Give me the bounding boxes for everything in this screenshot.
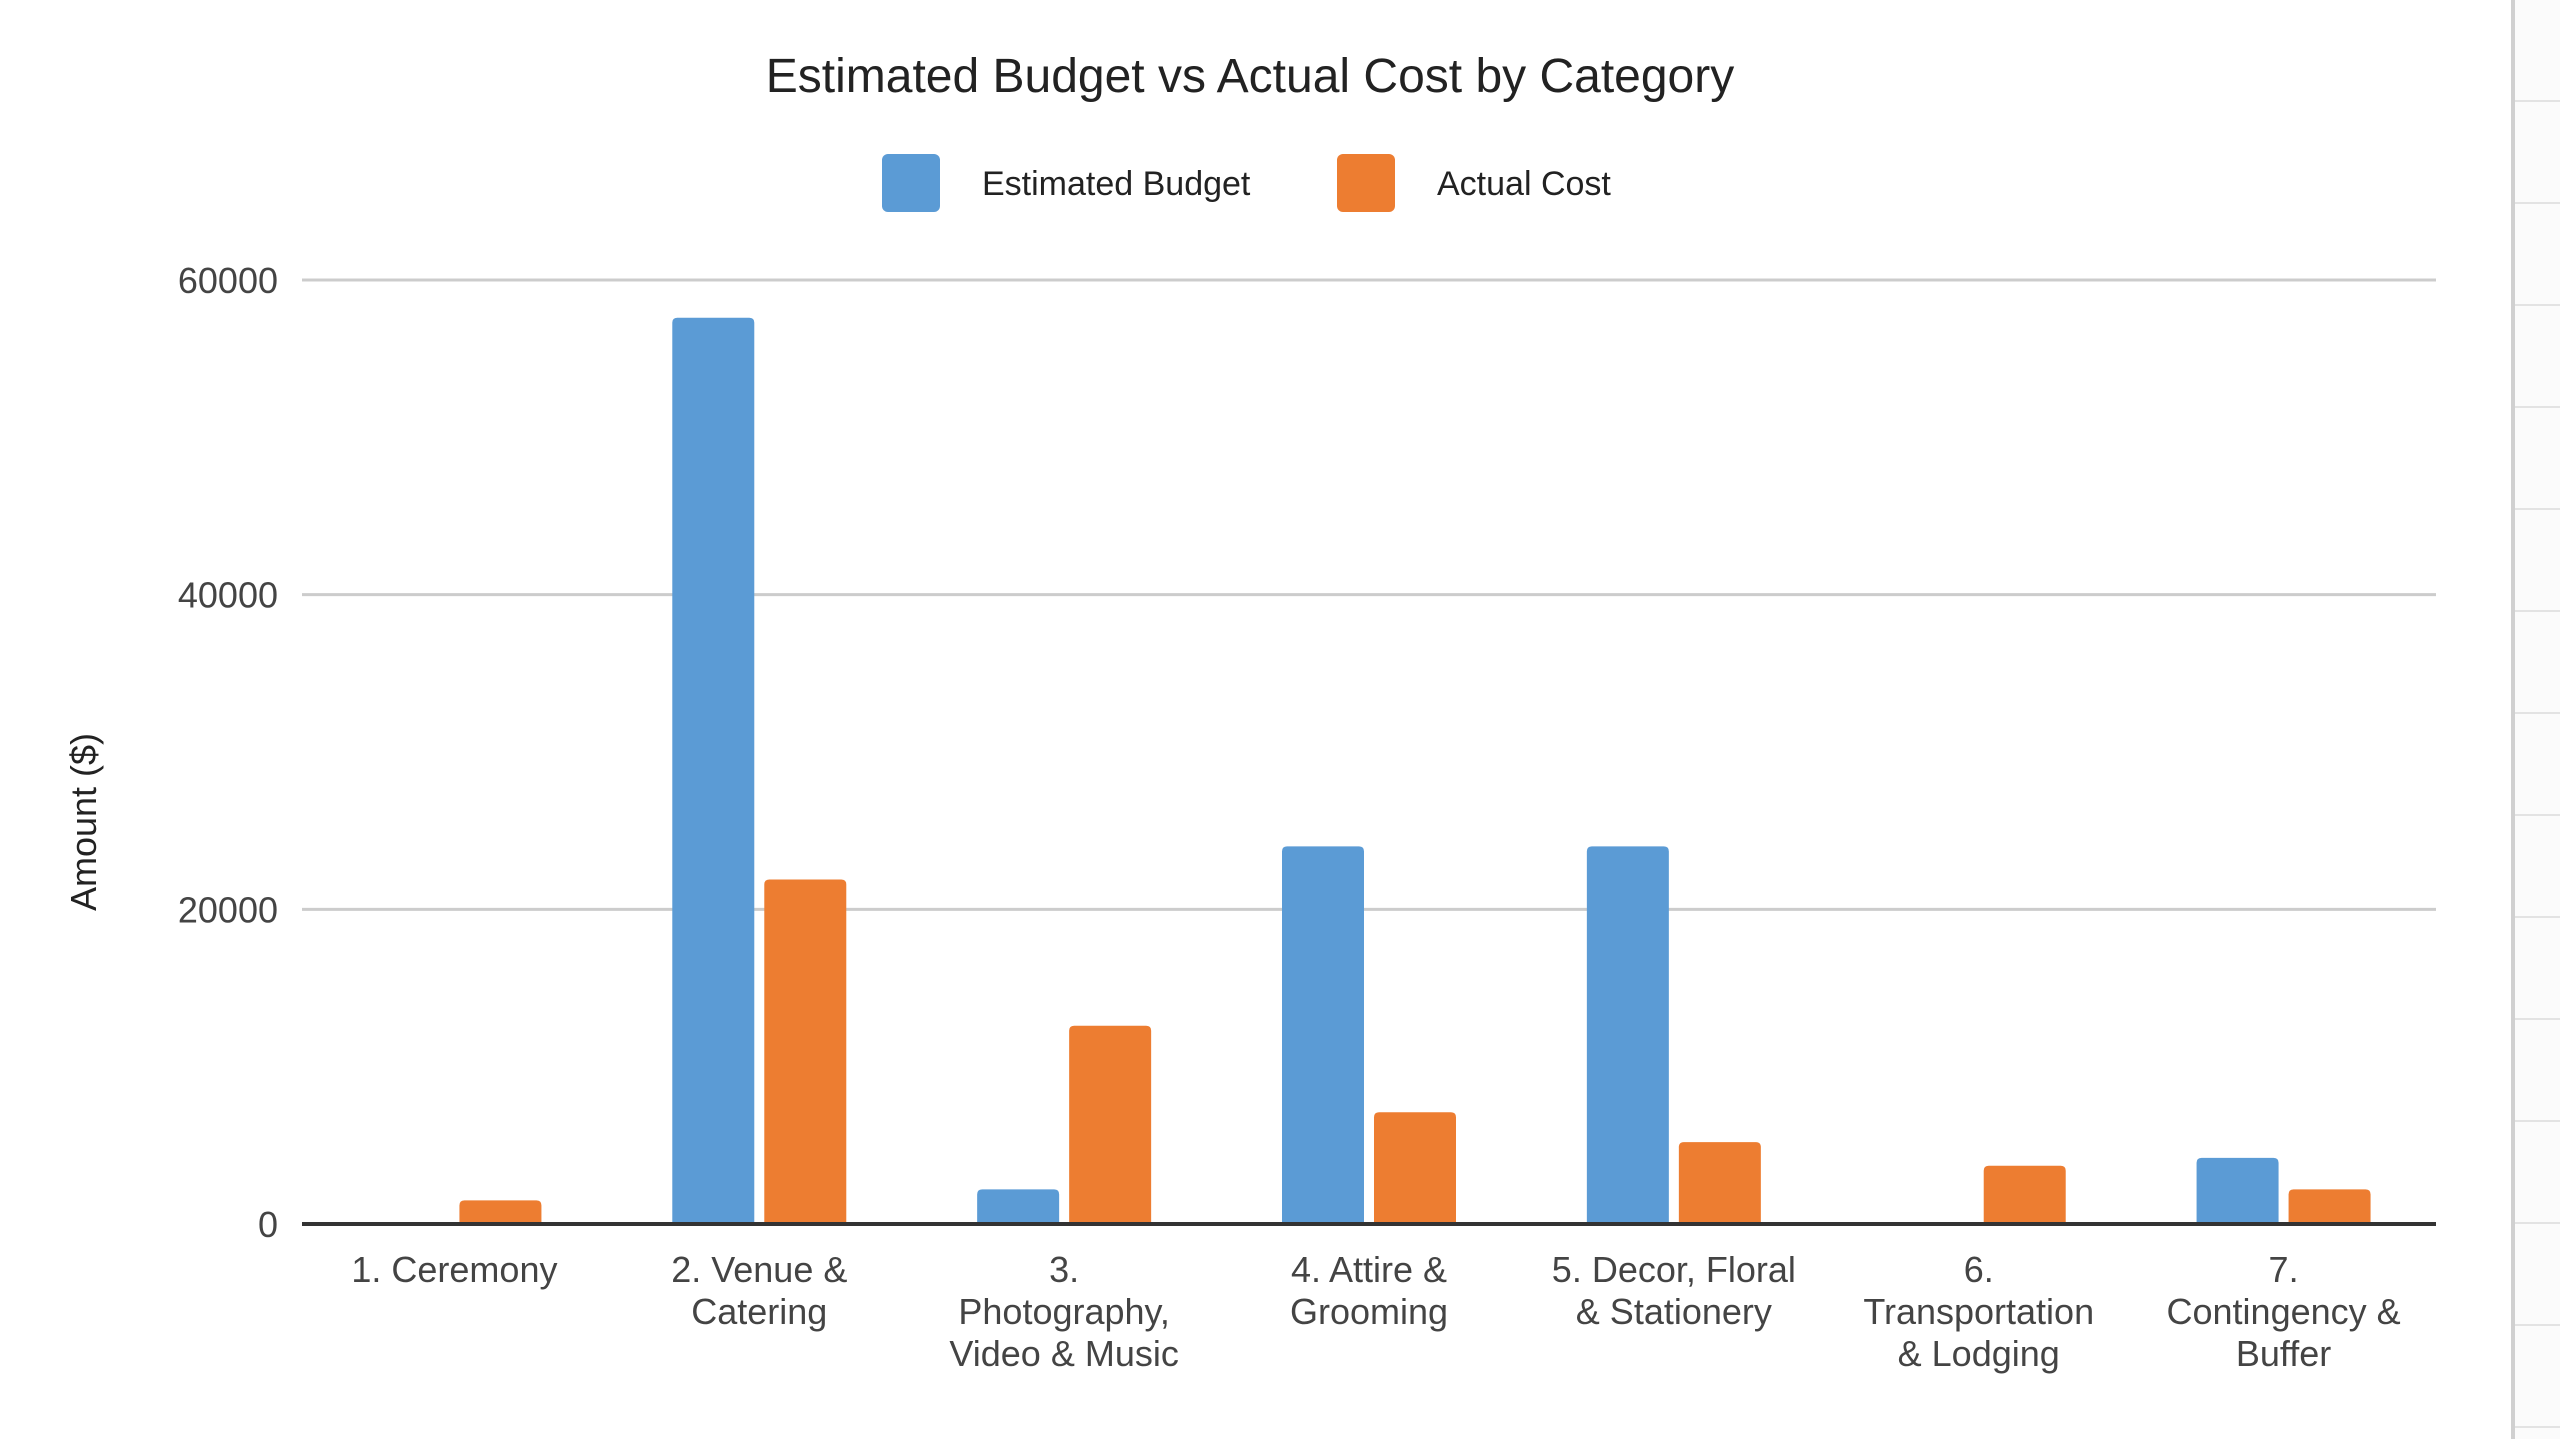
- cell-gridline: [2515, 712, 2560, 714]
- cell-gridline: [2515, 1426, 2560, 1428]
- chart-title: Estimated Budget vs Actual Cost by Categ…: [766, 50, 1734, 103]
- legend-label: Estimated Budget: [982, 165, 1251, 203]
- y-tick-label: 40000: [178, 575, 278, 616]
- bar-actual: [1069, 1025, 1152, 1224]
- legend-swatch: [1337, 154, 1395, 212]
- y-tick-label: 60000: [178, 260, 278, 301]
- bar-estimated: [1586, 846, 1669, 1224]
- legend-label: Actual Cost: [1437, 165, 1611, 203]
- x-tick-label: 4. Attire & Grooming: [1290, 1249, 1448, 1332]
- x-tick-label: 5. Decor, Floral & Stationery: [1552, 1249, 1796, 1332]
- x-tick-labels: 1. Ceremony 2. Venue & Catering 3. Photograp…: [351, 1249, 2400, 1374]
- cell-gridline: [2515, 1222, 2560, 1224]
- bar-actual: [459, 1200, 542, 1224]
- gridlines: [302, 278, 2436, 911]
- y-axis-label: Amount ($): [63, 733, 104, 911]
- cell-gridline: [2515, 1324, 2560, 1326]
- bar-actual: [2288, 1189, 2371, 1224]
- cell-gridline: [2515, 100, 2560, 102]
- cell-gridline: [2515, 1018, 2560, 1020]
- x-tick-label: 3. Photography, Video & Music: [949, 1249, 1178, 1374]
- x-tick-label: 2. Venue & Catering: [671, 1249, 847, 1332]
- bar-actual: [1983, 1165, 2066, 1224]
- cell-gridline: [2515, 406, 2560, 408]
- bar-estimated: [2196, 1157, 2279, 1224]
- bars: [459, 317, 2371, 1224]
- x-tick-label: 7. Contingency & Buffer: [2167, 1249, 2401, 1374]
- y-tick-label: 20000: [178, 889, 278, 930]
- bar-actual: [1374, 1112, 1456, 1224]
- cell-gridline: [2515, 304, 2560, 306]
- bar-actual: [1678, 1142, 1761, 1224]
- cell-gridline: [2515, 814, 2560, 816]
- cell-gridline: [2515, 1120, 2560, 1122]
- y-tick-label: 0: [258, 1204, 278, 1245]
- legend-swatch: [882, 154, 940, 212]
- bar-estimated: [977, 1189, 1060, 1224]
- bar-estimated: [1282, 846, 1364, 1224]
- y-tick-labels: 0 20000 40000 60000: [178, 260, 278, 1245]
- cell-gridline: [2515, 610, 2560, 612]
- cell-gridline: [2515, 508, 2560, 510]
- x-tick-label: 1. Ceremony: [351, 1249, 557, 1290]
- cell-gridline: [2515, 202, 2560, 204]
- x-tick-label: 6. Transportation & Lodging: [1863, 1249, 2094, 1374]
- bar-actual: [764, 879, 847, 1224]
- bar-estimated: [672, 317, 755, 1224]
- cell-gridline: [2515, 916, 2560, 918]
- spreadsheet-edge: [2511, 0, 2560, 1439]
- legend: Estimated Budget Actual Cost: [882, 154, 1611, 212]
